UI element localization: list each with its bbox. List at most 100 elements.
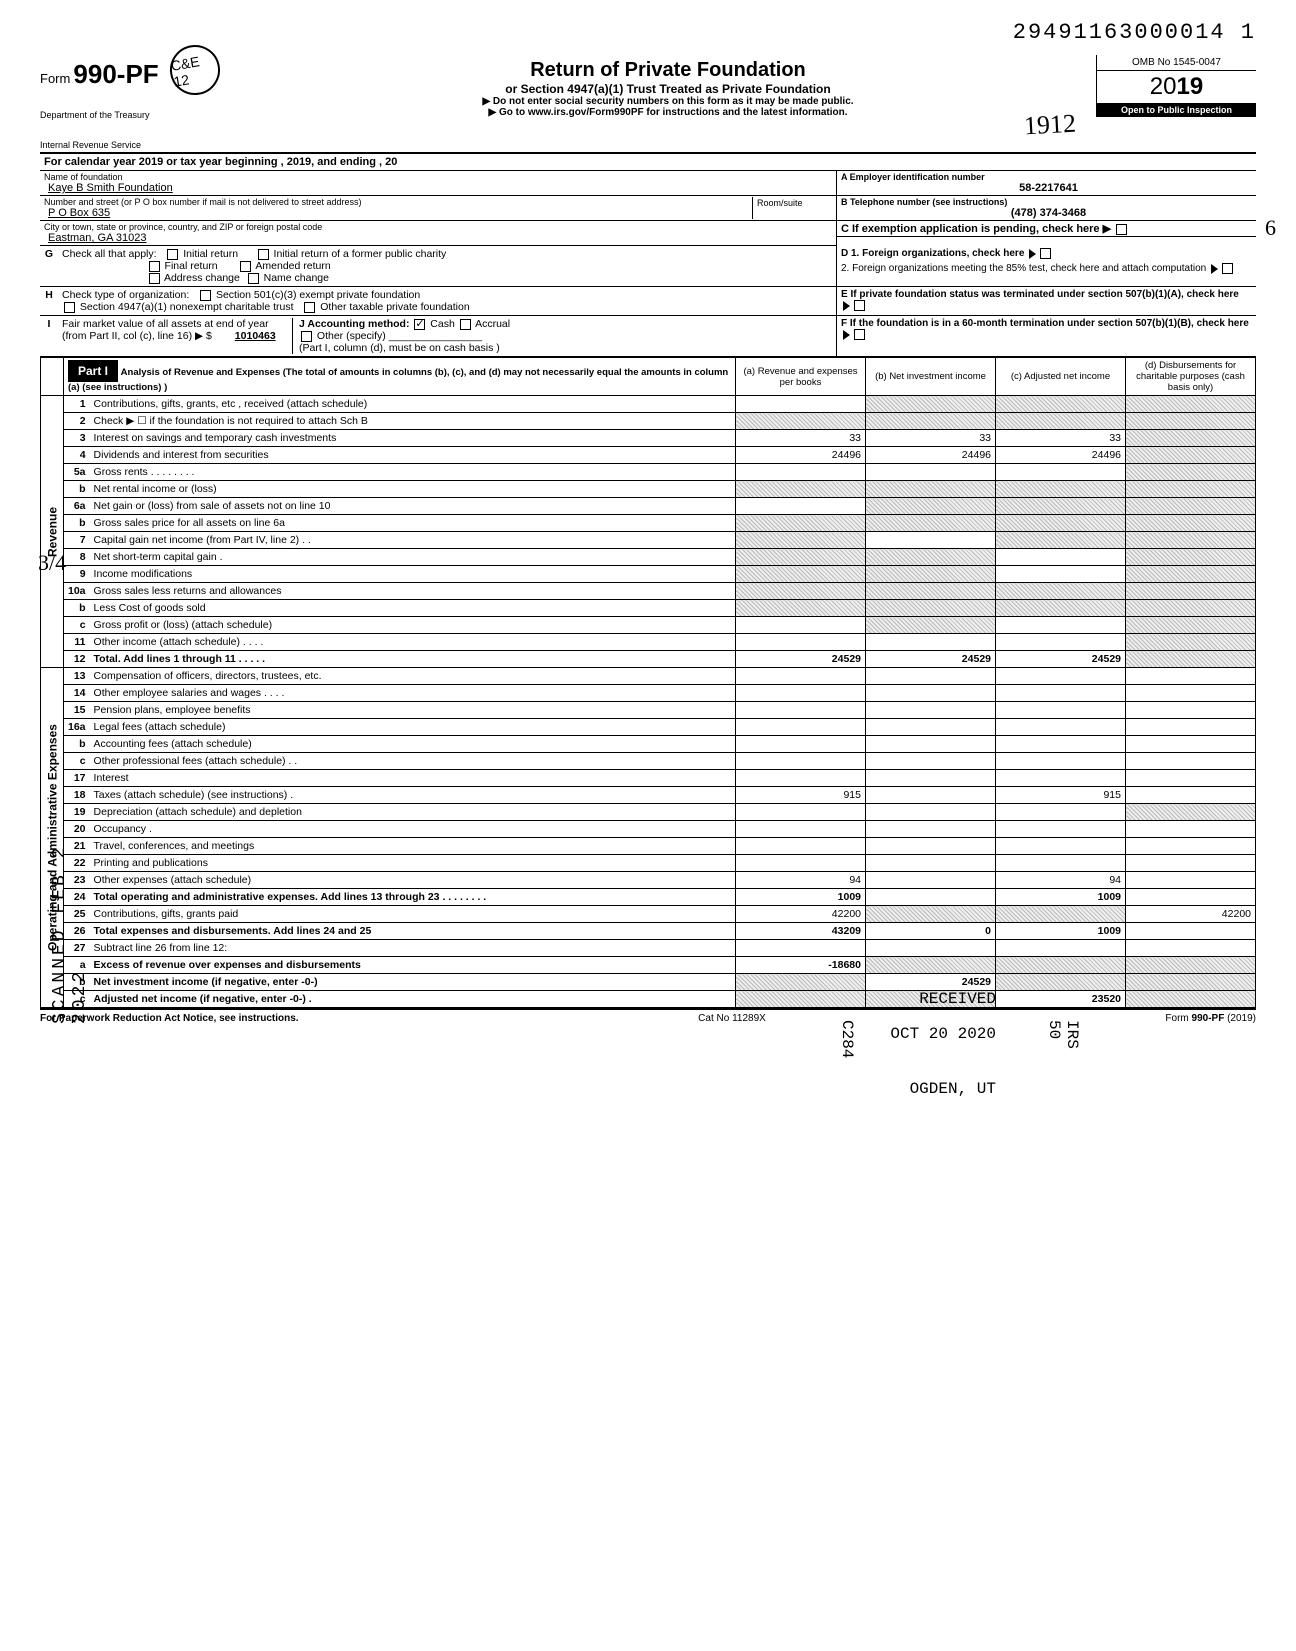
- city-value: Eastman, GA 31023: [44, 232, 832, 244]
- line-number: b: [64, 481, 90, 498]
- cell-value: [996, 396, 1126, 413]
- cell-value: [996, 685, 1126, 702]
- cell-value: [996, 481, 1126, 498]
- chk-amended[interactable]: [240, 261, 251, 272]
- cell-value: [866, 668, 996, 685]
- cell-value: [996, 413, 1126, 430]
- chk-address-change[interactable]: [149, 273, 160, 284]
- chk-other-method[interactable]: [301, 331, 312, 342]
- cell-value: [1126, 685, 1256, 702]
- cell-value: 33: [736, 430, 866, 447]
- footer-mid: Cat No 11289X: [698, 1013, 766, 1024]
- cell-value: -18680: [736, 957, 866, 974]
- cell-value: [866, 838, 996, 855]
- handwritten-year: 1912: [1023, 109, 1076, 142]
- cell-value: [736, 515, 866, 532]
- cell-value: [996, 855, 1126, 872]
- form-title: Return of Private Foundation: [244, 59, 1092, 82]
- d2-label: 2. Foreign organizations meeting the 85%…: [841, 263, 1206, 274]
- chk-cash[interactable]: [414, 319, 425, 330]
- cell-value: [1126, 651, 1256, 668]
- line-number: 10a: [64, 583, 90, 600]
- cell-value: [866, 549, 996, 566]
- line-number: 12: [64, 651, 90, 668]
- cpa-stamp: C&E 12: [166, 41, 224, 99]
- cell-value: [866, 753, 996, 770]
- cell-value: [866, 736, 996, 753]
- line-desc: Gross profit or (loss) (attach schedule): [90, 617, 736, 634]
- e-checkbox[interactable]: [854, 300, 865, 311]
- ein-label: A Employer identification number: [841, 172, 1252, 182]
- cell-value: [736, 770, 866, 787]
- cell-value: 915: [996, 787, 1126, 804]
- received-side-r: IRS 50: [1045, 1020, 1081, 1049]
- g-label: G: [40, 246, 58, 286]
- chk-4947[interactable]: [64, 302, 75, 313]
- cell-value: 24529: [866, 651, 996, 668]
- d2-checkbox[interactable]: [1222, 263, 1233, 274]
- cell-value: 24529: [736, 651, 866, 668]
- f-label: F If the foundation is in a 60-month ter…: [841, 318, 1249, 329]
- d1-label: D 1. Foreign organizations, check here: [841, 248, 1024, 259]
- cell-value: [866, 685, 996, 702]
- cell-value: [996, 804, 1126, 821]
- cell-value: [866, 600, 996, 617]
- cell-value: [996, 957, 1126, 974]
- cell-value: [1126, 974, 1256, 991]
- cell-value: [996, 464, 1126, 481]
- line-number: 14: [64, 685, 90, 702]
- line-number: 2: [64, 413, 90, 430]
- cell-value: [866, 957, 996, 974]
- cell-value: [1126, 532, 1256, 549]
- j-text: J Accounting method:: [299, 318, 409, 330]
- line-desc: Gross sales less returns and allowances: [90, 583, 736, 600]
- cell-value: [866, 770, 996, 787]
- chk-other-taxable[interactable]: [304, 302, 315, 313]
- line-desc: Net gain or (loss) from sale of assets n…: [90, 498, 736, 515]
- cell-value: [996, 974, 1126, 991]
- street-value: P O Box 635: [44, 207, 752, 219]
- line-desc: Accounting fees (attach schedule): [90, 736, 736, 753]
- line-desc: Gross sales price for all assets on line…: [90, 515, 736, 532]
- public-inspection: Open to Public Inspection: [1096, 103, 1256, 117]
- cell-value: 1009: [996, 889, 1126, 906]
- cell-value: [736, 634, 866, 651]
- d1-checkbox[interactable]: [1040, 248, 1051, 259]
- part1-label: Part I: [68, 360, 118, 382]
- cell-value: [866, 906, 996, 923]
- cell-value: [1126, 515, 1256, 532]
- line-number: 15: [64, 702, 90, 719]
- f-checkbox[interactable]: [854, 329, 865, 340]
- line-desc: Check ▶ ☐ if the foundation is not requi…: [90, 413, 736, 430]
- cell-value: [736, 753, 866, 770]
- cell-value: [1126, 549, 1256, 566]
- cell-value: 24496: [996, 447, 1126, 464]
- chk-accrual[interactable]: [460, 319, 471, 330]
- cell-value: [736, 702, 866, 719]
- line-desc: Depreciation (attach schedule) and deple…: [90, 804, 736, 821]
- c-checkbox[interactable]: [1116, 224, 1127, 235]
- cell-value: 1009: [996, 923, 1126, 940]
- cell-value: [1126, 957, 1256, 974]
- cell-value: 94: [736, 872, 866, 889]
- line-desc: Travel, conferences, and meetings: [90, 838, 736, 855]
- cell-value: [1126, 719, 1256, 736]
- cell-value: 94: [996, 872, 1126, 889]
- cell-value: [736, 974, 866, 991]
- chk-final-return[interactable]: [149, 261, 160, 272]
- chk-initial-return[interactable]: [167, 249, 178, 260]
- line-number: 4: [64, 447, 90, 464]
- chk-initial-former[interactable]: [258, 249, 269, 260]
- col-a-header: (a) Revenue and expenses per books: [736, 358, 866, 396]
- cell-value: [996, 668, 1126, 685]
- cell-value: [996, 498, 1126, 515]
- cell-value: [1126, 634, 1256, 651]
- line-desc: Contributions, gifts, grants, etc , rece…: [90, 396, 736, 413]
- chk-501c3[interactable]: [200, 290, 211, 301]
- form-subtitle: or Section 4947(a)(1) Trust Treated as P…: [244, 82, 1092, 96]
- cell-value: 915: [736, 787, 866, 804]
- cell-value: [1126, 838, 1256, 855]
- chk-name-change[interactable]: [248, 273, 259, 284]
- phone-label: B Telephone number (see instructions): [841, 197, 1252, 207]
- cell-value: 42200: [736, 906, 866, 923]
